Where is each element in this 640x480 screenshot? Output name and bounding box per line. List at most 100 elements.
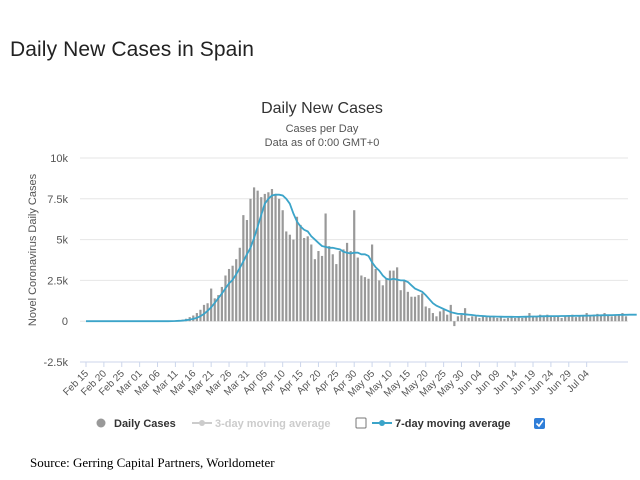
daily-cases-bar (460, 314, 463, 322)
daily-cases-bar (424, 306, 427, 322)
daily-cases-bar (481, 316, 485, 322)
daily-cases-bar (556, 316, 560, 322)
daily-cases-bar (621, 313, 624, 322)
daily-cases-bar (489, 316, 492, 322)
chart-subtitle: Cases per Day (286, 123, 359, 135)
daily-cases-bar (542, 316, 545, 322)
daily-cases-bar (503, 318, 506, 322)
daily-cases-bar (474, 316, 477, 322)
daily-cases-bar (367, 278, 370, 322)
legend: Daily Cases 3-day moving average 7-day m… (96, 417, 545, 430)
daily-cases-bar (278, 198, 281, 322)
chart-subtitle-date: Data as of 0:00 GMT+0 (265, 137, 380, 149)
daily-cases-bar (342, 249, 345, 322)
daily-cases-bar (353, 210, 356, 322)
daily-cases-chart: Daily New Cases Cases per Day Data as of… (27, 100, 637, 430)
daily-cases-bar (270, 189, 274, 322)
daily-cases-bar (471, 316, 474, 322)
legend-daily-marker-icon (96, 418, 106, 428)
daily-cases-bar (453, 321, 456, 327)
daily-cases-bar (370, 244, 374, 322)
legend-3day-checkbox[interactable] (355, 417, 367, 429)
legend-item-3day-average[interactable]: 3-day moving average (192, 418, 331, 430)
daily-cases-bar (345, 242, 349, 322)
daily-cases-bar (492, 316, 495, 322)
legend-item-7day-average[interactable]: 7-day moving average (372, 418, 511, 430)
daily-cases-bar (610, 316, 613, 322)
daily-cases-bar (267, 192, 270, 322)
daily-cases-bar (413, 296, 417, 322)
daily-cases-bar (496, 317, 499, 322)
daily-cases-bar (478, 317, 481, 322)
daily-cases-bar (442, 309, 445, 322)
daily-cases-bar (410, 296, 413, 322)
daily-cases-bar (614, 315, 617, 322)
daily-cases-bar (438, 311, 442, 322)
daily-cases-bar (378, 280, 381, 322)
daily-cases-bar (596, 313, 599, 322)
daily-cases-bar (603, 313, 606, 322)
daily-cases-bar (217, 295, 220, 322)
daily-cases-bar (567, 316, 570, 322)
daily-cases-bar (546, 314, 549, 322)
daily-cases-bar (260, 197, 263, 322)
legend-7day-label: 7-day moving average (395, 418, 511, 430)
source-note: Source: Gerring Capital Partners, Worldo… (30, 455, 275, 470)
y-tick-label: 0 (62, 316, 68, 328)
daily-cases-bar (313, 259, 316, 322)
legend-daily-label: Daily Cases (114, 418, 176, 430)
daily-cases-bar (210, 288, 213, 322)
daily-cases-bar (256, 190, 259, 322)
daily-cases-bar (281, 210, 284, 322)
daily-cases-bar (360, 275, 363, 322)
daily-cases-bar (517, 316, 520, 322)
daily-cases-bar (564, 315, 567, 322)
daily-cases-bar (220, 286, 223, 322)
daily-cases-bar (589, 316, 592, 322)
daily-cases-bar (320, 255, 324, 322)
daily-cases-bar (624, 316, 628, 322)
daily-cases-bar (349, 251, 352, 322)
daily-cases-bar (531, 316, 535, 322)
daily-cases-bar (363, 277, 367, 322)
daily-cases-bar (252, 187, 256, 322)
y-axis-label: Novel Coronavirus Daily Cases (27, 173, 39, 326)
daily-cases-bars (167, 187, 628, 327)
daily-cases-bar (285, 231, 288, 322)
daily-cases-bar (317, 251, 320, 322)
daily-cases-bar (574, 317, 578, 322)
daily-cases-bar (446, 314, 449, 322)
daily-cases-bar (524, 317, 527, 322)
x-axis (80, 361, 628, 367)
daily-cases-bar (581, 315, 585, 322)
daily-cases-bar (356, 257, 359, 322)
daily-cases-bar (303, 237, 306, 322)
daily-cases-bar (224, 275, 227, 322)
seven-day-average-path (86, 193, 637, 323)
daily-cases-bar (288, 234, 291, 322)
daily-cases-bar (235, 259, 238, 322)
daily-cases-bar (599, 315, 603, 322)
chart-title: Daily New Cases (261, 100, 383, 117)
daily-cases-bar (231, 265, 234, 322)
daily-cases-bar (396, 267, 399, 322)
daily-cases-bar (388, 270, 392, 322)
daily-cases-bar (206, 303, 209, 322)
seven-day-average-line (86, 193, 637, 323)
daily-cases-bar (506, 317, 510, 322)
daily-cases-bar (431, 313, 434, 322)
daily-cases-bar (299, 224, 302, 322)
checkmark-icon (535, 420, 544, 428)
daily-cases-bar (274, 193, 277, 322)
y-tick-label: 7.5k (47, 194, 68, 206)
daily-cases-bar (456, 316, 460, 322)
legend-item-daily-cases[interactable]: Daily Cases (96, 418, 176, 430)
daily-cases-bar (560, 317, 563, 322)
daily-cases-bar (335, 264, 338, 322)
daily-cases-bar (242, 215, 245, 322)
daily-cases-bar (295, 216, 299, 322)
y-tick-labels: 10k 7.5k 5k 2.5k 0 -2.5k (44, 153, 69, 369)
daily-cases-bar (306, 236, 309, 322)
legend-7day-checkbox[interactable] (534, 418, 545, 429)
